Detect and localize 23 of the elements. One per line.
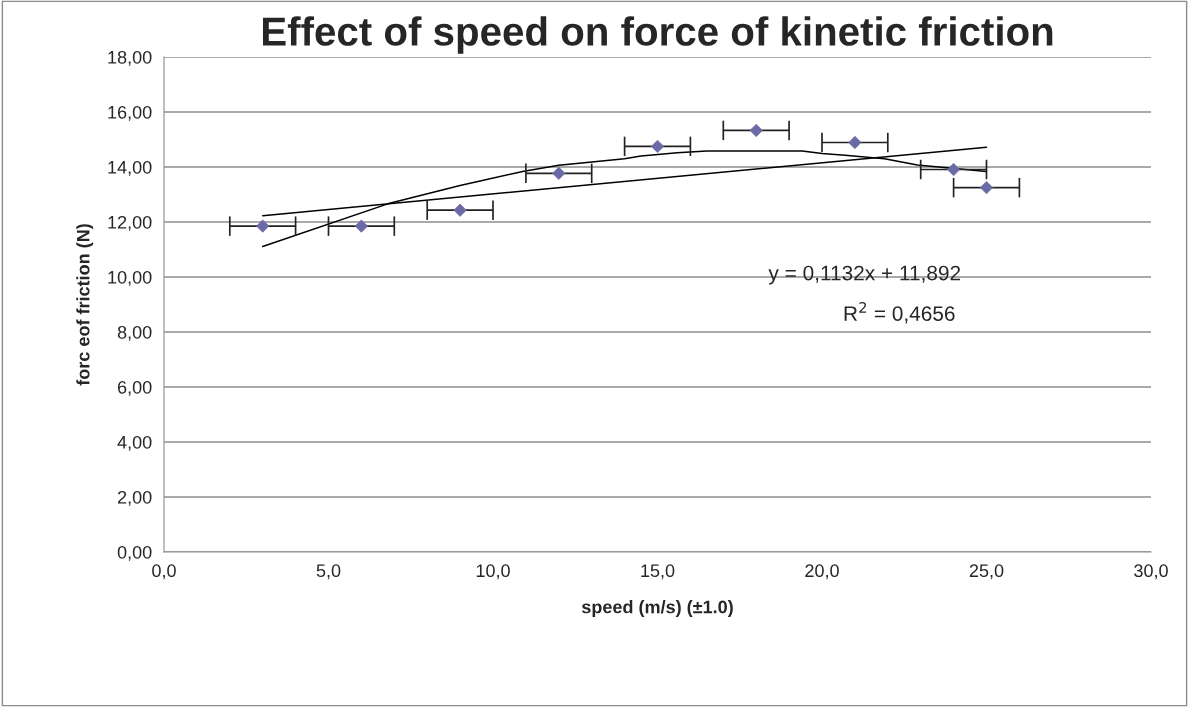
y-tick-label: 8,00 — [117, 325, 152, 341]
annotation: R$^{2}$ = 0,4656 — [844, 301, 955, 324]
y-tick-label: 2,00 — [117, 490, 152, 506]
y-tick-label: 16,00 — [108, 105, 152, 121]
y-tick-label: 0,00 — [117, 545, 152, 561]
y-tick-label: 4,00 — [117, 435, 152, 451]
x-tick-label: 15,0 — [641, 564, 675, 580]
chart-title: Effect of speed on force of kinetic friction — [262, 16, 1053, 54]
x-axis-title: speed (m/s) (±1.0) — [581, 600, 733, 617]
x-tick-label: 25,0 — [969, 564, 1004, 580]
y-axis-title: forc eof friction (N) — [76, 224, 94, 386]
annotation: y = 0,1132x + 11,892 — [768, 265, 961, 285]
x-tick-label: 30,0 — [1134, 564, 1168, 580]
y-tick-label: 14,00 — [108, 160, 152, 176]
y-tick-label: 10,00 — [108, 270, 152, 286]
x-tick-label: 5,0 — [316, 564, 341, 580]
x-tick-label: 0,0 — [152, 564, 176, 580]
y-tick-label: 6,00 — [117, 380, 152, 396]
x-tick-label: 10,0 — [476, 564, 510, 580]
line-series — [261, 150, 988, 248]
y-tick-label: 12,00 — [108, 215, 152, 231]
x-tick-label: 20,0 — [805, 564, 839, 580]
y-tick-label: 18,00 — [108, 50, 152, 66]
